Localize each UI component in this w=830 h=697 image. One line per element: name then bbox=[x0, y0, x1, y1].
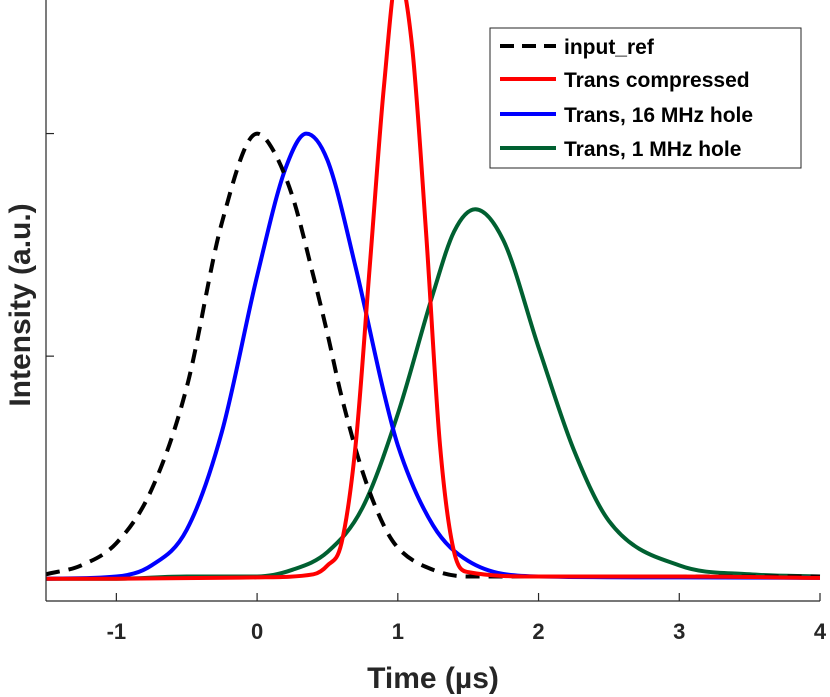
legend-label-input-ref: input_ref bbox=[564, 36, 655, 59]
x-axis-title: Time (µs) bbox=[367, 662, 499, 695]
x-tick-label: 3 bbox=[673, 619, 685, 644]
x-tick-label: 2 bbox=[532, 619, 544, 644]
ticks-layer: -1 0 1 2 3 4 bbox=[46, 132, 827, 644]
legend-label-trans-compressed: Trans compressed bbox=[564, 69, 750, 92]
legend-label-16mhz: Trans, 16 MHz hole bbox=[564, 104, 753, 127]
axes-layer bbox=[45, 0, 820, 602]
legend-box bbox=[489, 27, 802, 169]
series-line-trans-compressed bbox=[45, 0, 821, 581]
legend-label-1mhz: Trans, 1 MHz hole bbox=[564, 138, 741, 161]
x-tick-label: -1 bbox=[107, 619, 127, 644]
x-tick-label: 0 bbox=[251, 619, 263, 644]
x-tick-label: 1 bbox=[392, 619, 404, 644]
y-axis-title: Intensity (a.u.) bbox=[4, 203, 37, 406]
x-tick-label: 4 bbox=[814, 619, 827, 644]
series-layer bbox=[45, 0, 821, 581]
legend: input_ref Trans compressed Trans, 16 MHz… bbox=[489, 27, 802, 169]
series-line-input-ref bbox=[45, 131, 820, 579]
